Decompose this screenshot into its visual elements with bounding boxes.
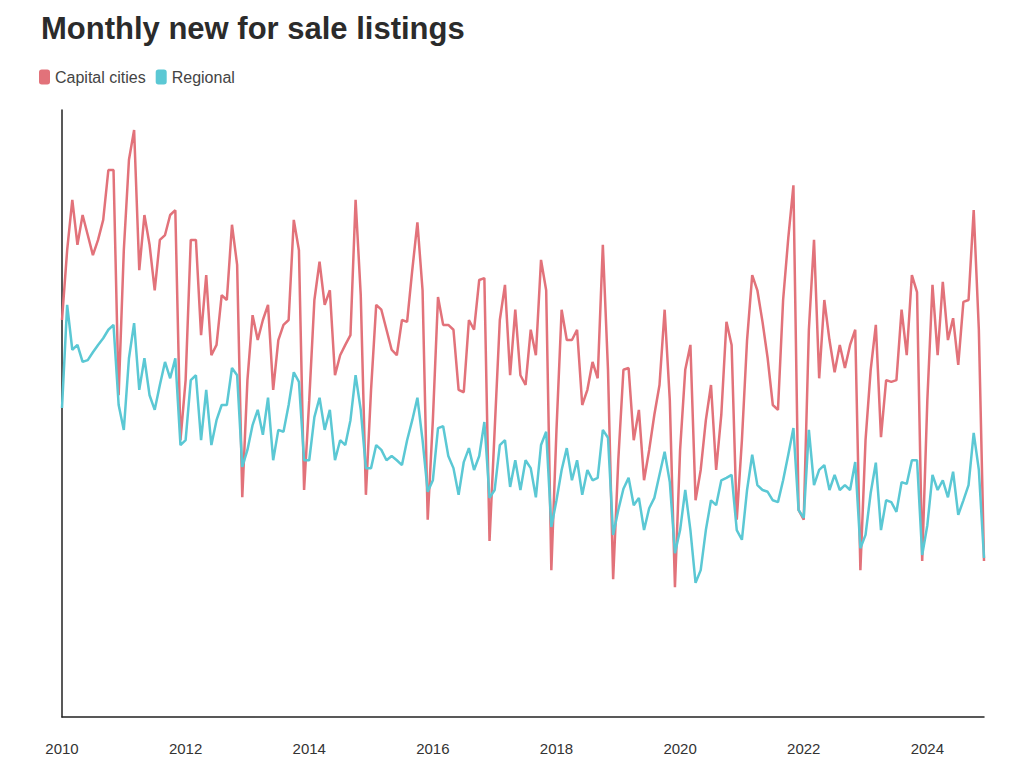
- svg-text:2016: 2016: [416, 740, 449, 757]
- svg-text:2020: 2020: [663, 740, 696, 757]
- svg-text:2010: 2010: [45, 740, 78, 757]
- svg-text:Capital cities: Capital cities: [55, 69, 146, 86]
- svg-text:Regional: Regional: [172, 69, 235, 86]
- svg-text:Monthly new for sale listings: Monthly new for sale listings: [41, 11, 465, 46]
- svg-text:2014: 2014: [293, 740, 326, 757]
- svg-text:2012: 2012: [169, 740, 202, 757]
- svg-text:2024: 2024: [911, 740, 944, 757]
- svg-text:2022: 2022: [787, 740, 820, 757]
- svg-text:2018: 2018: [540, 740, 573, 757]
